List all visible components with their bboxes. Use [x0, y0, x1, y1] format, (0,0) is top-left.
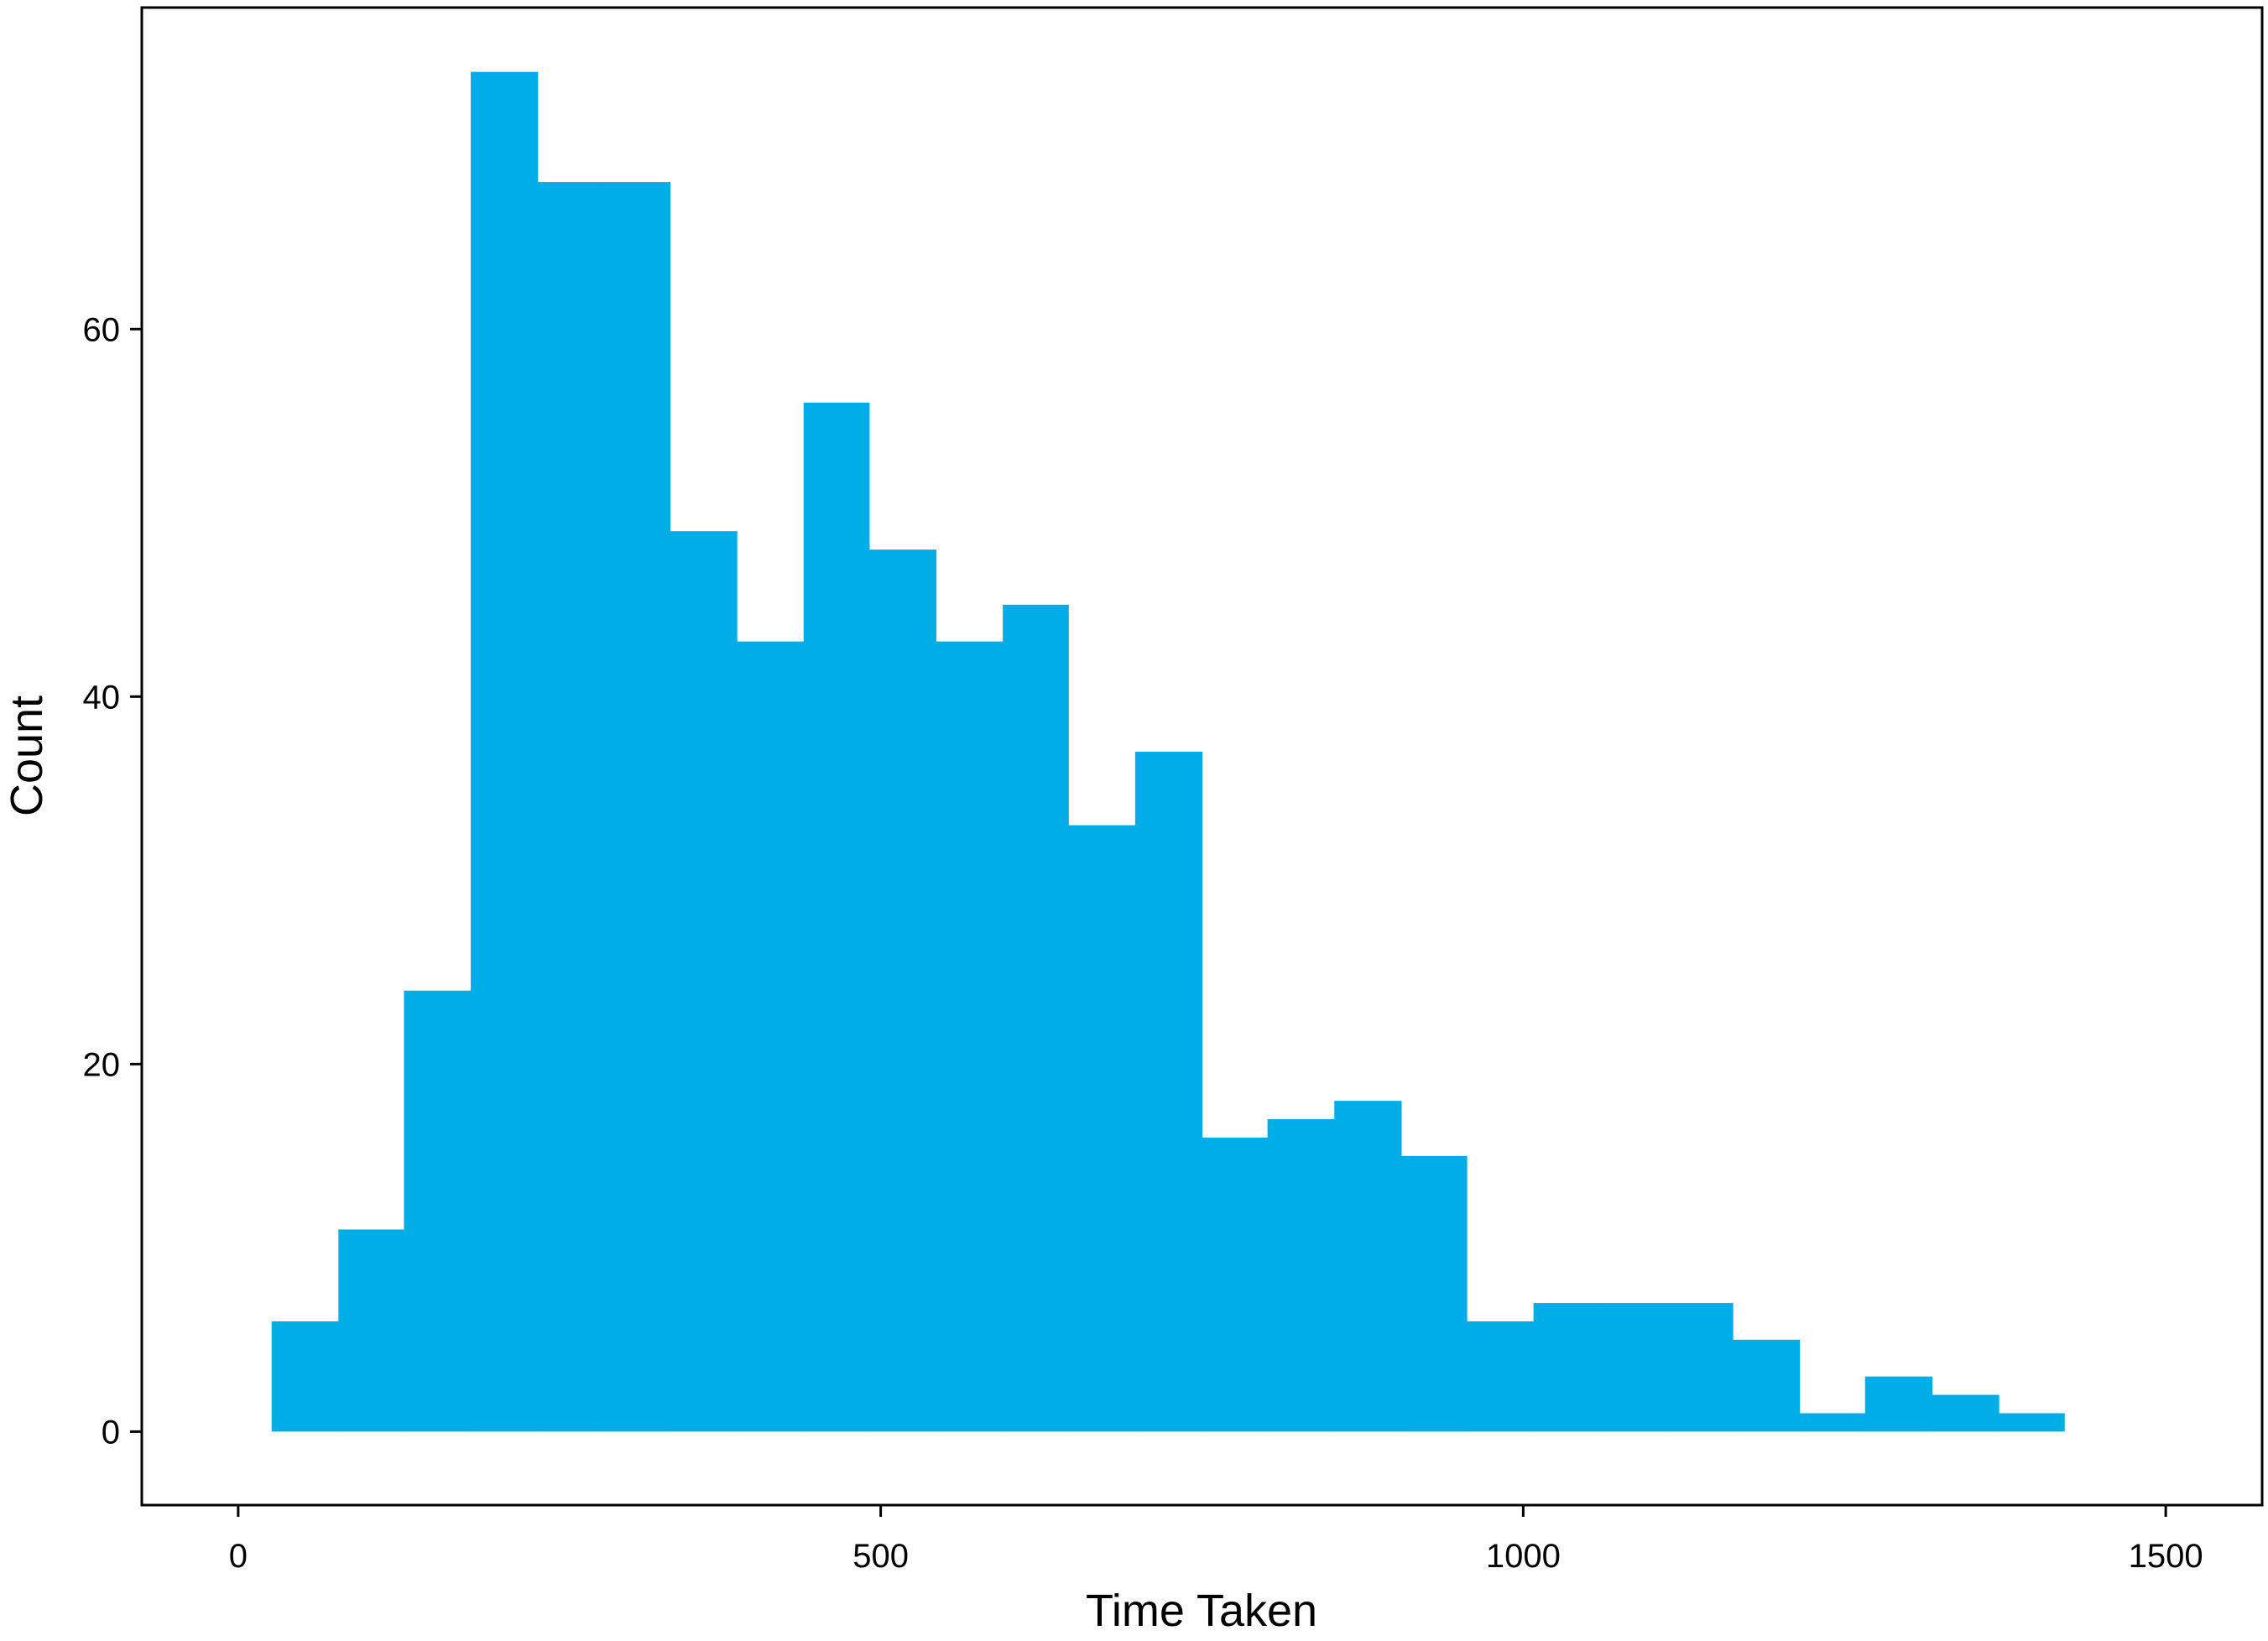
histogram-bar [271, 1321, 339, 1432]
histogram-bar [1134, 752, 1203, 1432]
histogram-bar [1400, 1155, 1468, 1432]
histogram-bar [1267, 1119, 1335, 1432]
y-tick-label: 40 [83, 679, 121, 716]
histogram-bars [271, 71, 2065, 1432]
histogram-bar [1733, 1339, 1801, 1432]
x-tick-label: 1000 [1486, 1538, 1561, 1575]
histogram-bar [1533, 1303, 1601, 1432]
histogram-bar [1600, 1303, 1666, 1432]
histogram-bar [537, 182, 604, 1432]
histogram-bar [670, 531, 738, 1432]
histogram-bar [1466, 1321, 1535, 1432]
x-axis-title: Time Taken [1086, 1586, 1317, 1636]
histogram-bar [1932, 1394, 1999, 1432]
histogram-bar [1799, 1413, 1866, 1432]
histogram-bar [602, 182, 671, 1432]
histogram-bar [1999, 1413, 2065, 1432]
histogram-bar [1864, 1376, 1932, 1432]
x-tick-label: 0 [229, 1538, 248, 1575]
histogram-bar [1003, 604, 1069, 1432]
y-tick-label: 20 [83, 1046, 121, 1083]
histogram-bar [868, 550, 937, 1432]
x-tick-label: 1500 [2129, 1538, 2203, 1575]
histogram-bar [737, 641, 805, 1432]
histogram-bar [471, 71, 539, 1432]
y-axis-title: Count [2, 695, 52, 816]
histogram-bar [803, 402, 870, 1432]
histogram-bar [936, 641, 1004, 1432]
y-tick-label: 60 [83, 311, 121, 348]
histogram-bar [338, 1229, 405, 1432]
plot-frame [140, 6, 2264, 1507]
y-axis: 0 20 40 60 [83, 311, 142, 1451]
histogram-bar [1666, 1303, 1734, 1432]
histogram-bar [1202, 1137, 1269, 1432]
y-tick-label: 0 [102, 1414, 120, 1451]
histogram-bar [1068, 825, 1136, 1432]
histogram-bar [1334, 1101, 1402, 1432]
x-axis: 0 500 1000 1500 [229, 1505, 2203, 1575]
histogram-bar [404, 990, 472, 1432]
x-tick-label: 500 [852, 1538, 909, 1575]
